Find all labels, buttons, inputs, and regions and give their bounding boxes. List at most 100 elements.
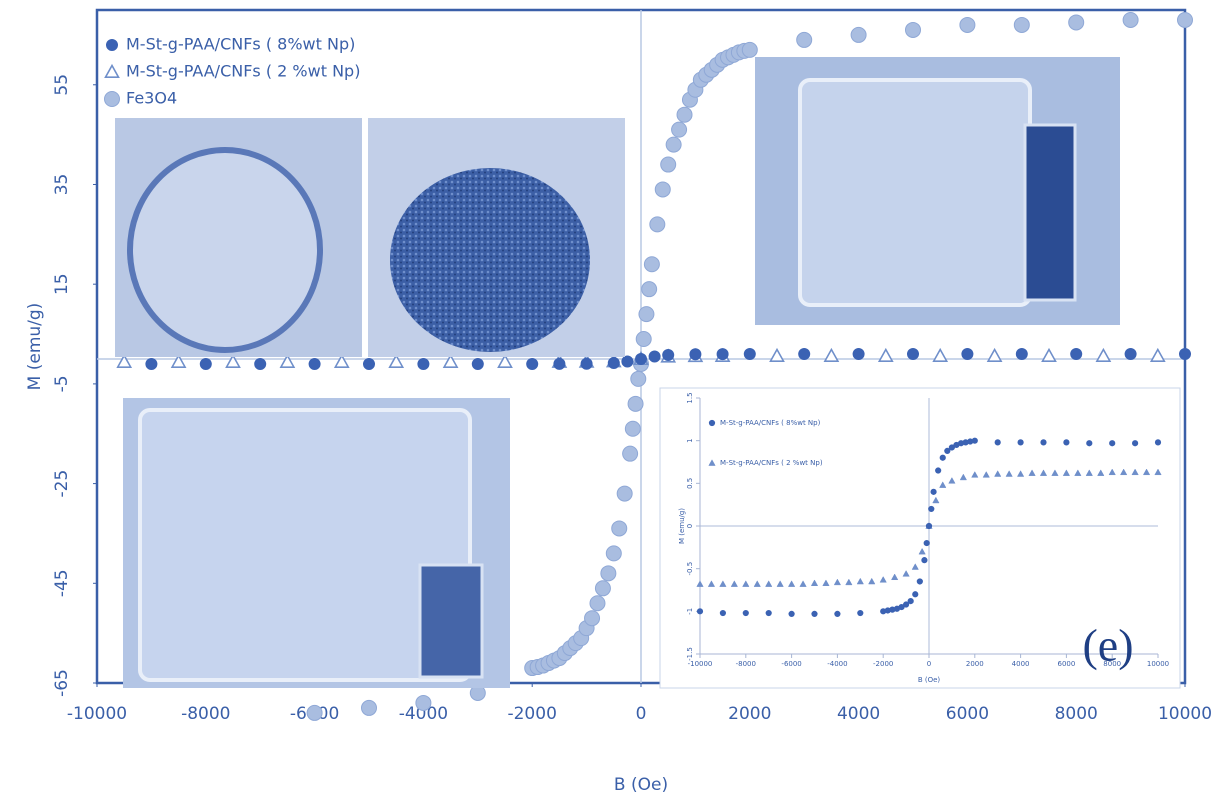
photo-a-sample xyxy=(130,150,320,350)
marker xyxy=(636,332,651,347)
y-tick-label: 0.5 xyxy=(686,478,694,489)
legend-label: M-St-g-PAA/CNFs ( 2 %wt Np) xyxy=(126,62,360,81)
marker xyxy=(1069,15,1084,30)
marker xyxy=(1041,440,1046,445)
y-tick-label: 1 xyxy=(686,438,694,442)
y-tick-label: -1.5 xyxy=(686,647,694,661)
marker xyxy=(960,17,975,32)
marker xyxy=(995,440,1000,445)
marker xyxy=(146,358,157,369)
photo-d-magnet xyxy=(420,565,482,677)
marker xyxy=(904,602,909,607)
legend-label: M-St-g-PAA/CNFs ( 8%wt Np) xyxy=(720,419,821,427)
legend-marker xyxy=(107,40,118,51)
marker xyxy=(1123,12,1138,27)
marker xyxy=(744,348,755,359)
marker xyxy=(926,523,931,528)
marker xyxy=(799,348,810,359)
x-tick-label: 8000 xyxy=(1055,704,1098,724)
legend-label: M-St-g-PAA/CNFs ( 2 %wt Np) xyxy=(720,459,823,467)
marker xyxy=(766,610,771,615)
y-tick-label: -0.5 xyxy=(686,562,694,576)
marker xyxy=(666,137,681,152)
legend-marker xyxy=(709,420,714,425)
marker xyxy=(390,355,403,367)
marker xyxy=(742,42,757,57)
y-tick-label: 1.5 xyxy=(686,392,694,403)
legend-marker xyxy=(105,92,120,107)
marker xyxy=(499,355,512,367)
marker xyxy=(677,107,692,122)
marker xyxy=(1071,348,1082,359)
marker xyxy=(649,351,660,362)
x-tick-label: 0 xyxy=(927,660,931,668)
marker xyxy=(617,486,632,501)
marker xyxy=(1016,348,1027,359)
marker xyxy=(743,610,748,615)
marker xyxy=(924,540,929,545)
marker xyxy=(720,610,725,615)
marker xyxy=(636,353,647,364)
marker xyxy=(835,611,840,616)
marker xyxy=(661,157,676,172)
y-tick-label: -1 xyxy=(686,608,694,615)
marker xyxy=(908,598,913,603)
marker xyxy=(945,448,950,453)
marker xyxy=(934,349,947,361)
marker xyxy=(913,592,918,597)
x-tick-label: 6000 xyxy=(946,704,989,724)
marker xyxy=(697,609,702,614)
marker xyxy=(628,396,643,411)
marker xyxy=(771,349,784,361)
y-axis-title: M (emu/g) xyxy=(25,303,45,391)
photo-c-beaker xyxy=(800,80,1030,305)
marker xyxy=(623,446,638,461)
x-tick-label: 0 xyxy=(636,704,647,724)
marker xyxy=(931,489,936,494)
marker xyxy=(1151,349,1164,361)
x-tick-label: -10000 xyxy=(67,704,127,724)
marker xyxy=(650,217,665,232)
marker xyxy=(172,355,185,367)
marker xyxy=(922,558,927,563)
marker xyxy=(608,357,619,368)
marker xyxy=(972,438,977,443)
marker xyxy=(812,611,817,616)
x-tick-label: -2000 xyxy=(873,660,893,668)
y-tick-label: 55 xyxy=(52,74,72,96)
y-tick-label: 35 xyxy=(52,174,72,196)
marker xyxy=(416,695,431,710)
marker xyxy=(200,358,211,369)
marker xyxy=(595,581,610,596)
legend-label: M-St-g-PAA/CNFs ( 8%wt Np) xyxy=(126,35,355,54)
x-tick-label: 4000 xyxy=(1012,660,1030,668)
x-axis-title: B (Oe) xyxy=(918,676,941,684)
marker xyxy=(585,611,600,626)
marker xyxy=(717,349,728,360)
marker xyxy=(418,358,429,369)
marker xyxy=(690,349,701,360)
marker xyxy=(1087,441,1092,446)
marker xyxy=(1133,441,1138,446)
marker xyxy=(1064,440,1069,445)
marker xyxy=(672,122,687,137)
marker xyxy=(1097,349,1110,361)
y-axis-title: M (emu/g) xyxy=(678,508,686,544)
marker xyxy=(1018,440,1023,445)
marker xyxy=(307,705,322,720)
marker xyxy=(639,307,654,322)
marker xyxy=(879,349,892,361)
marker xyxy=(606,546,621,561)
marker xyxy=(444,355,457,367)
marker xyxy=(1125,348,1136,359)
x-tick-label: 10000 xyxy=(1147,660,1169,668)
marker xyxy=(1180,348,1191,359)
photo-b-sample xyxy=(390,168,590,352)
marker xyxy=(601,566,616,581)
marker xyxy=(1155,440,1160,445)
marker xyxy=(1178,12,1193,27)
x-tick-label: -6000 xyxy=(781,660,801,668)
x-tick-label: -2000 xyxy=(507,704,556,724)
marker xyxy=(554,358,565,369)
marker xyxy=(663,349,674,360)
